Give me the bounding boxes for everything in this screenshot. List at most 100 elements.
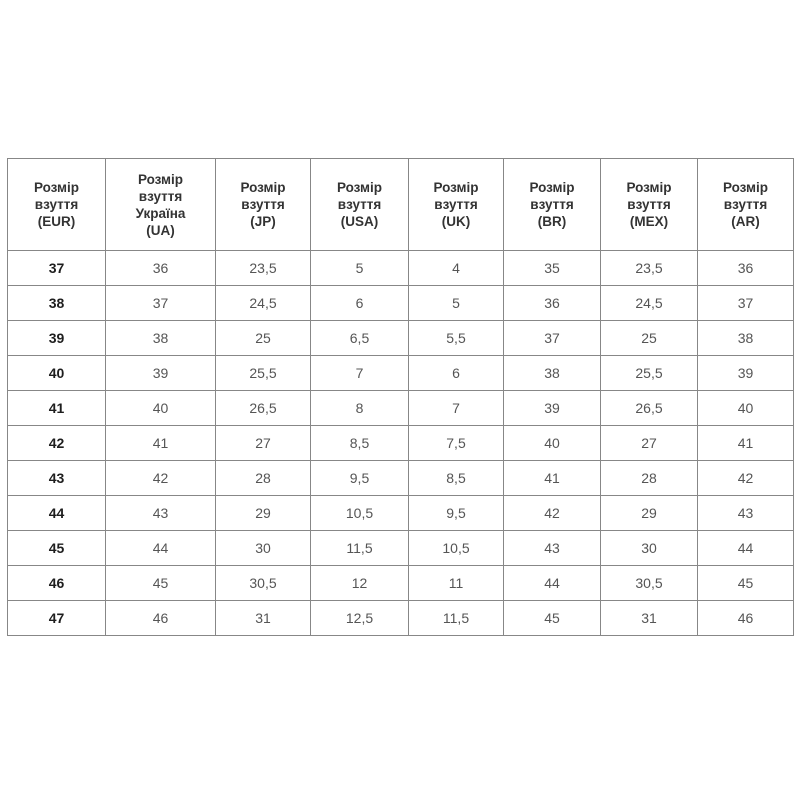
column-header-br: Розмір взуття (BR) — [503, 158, 601, 251]
cell-usa: 6,5 — [310, 320, 409, 356]
column-header-ua: Розмір взуття Україна (UA) — [105, 158, 216, 251]
cell-br: 37 — [503, 320, 601, 356]
table-row: 44 43 29 10,5 9,5 42 29 43 — [7, 495, 794, 531]
cell-jp: 25 — [215, 320, 311, 356]
column-header-ar: Розмір взуття (AR) — [697, 158, 794, 251]
cell-jp: 30 — [215, 530, 311, 566]
table-row: 43 42 28 9,5 8,5 41 28 42 — [7, 460, 794, 496]
cell-jp: 25,5 — [215, 355, 311, 391]
cell-ua: 43 — [105, 495, 216, 531]
cell-br: 39 — [503, 390, 601, 426]
column-header-jp: Розмір взуття (JP) — [215, 158, 311, 251]
cell-usa: 10,5 — [310, 495, 409, 531]
table-row: 47 46 31 12,5 11,5 45 31 46 — [7, 600, 794, 636]
cell-mex: 23,5 — [600, 250, 698, 286]
cell-usa: 12,5 — [310, 600, 409, 636]
cell-uk: 6 — [408, 355, 504, 391]
cell-usa: 12 — [310, 565, 409, 601]
cell-usa: 8,5 — [310, 425, 409, 461]
cell-mex: 27 — [600, 425, 698, 461]
cell-eur: 46 — [7, 565, 106, 601]
cell-ua: 40 — [105, 390, 216, 426]
cell-ua: 41 — [105, 425, 216, 461]
cell-br: 36 — [503, 285, 601, 321]
shoe-size-conversion-table: Розмір взуття (EUR) Розмір взуття Україн… — [7, 158, 794, 636]
cell-uk: 5,5 — [408, 320, 504, 356]
cell-uk: 5 — [408, 285, 504, 321]
cell-uk: 9,5 — [408, 495, 504, 531]
cell-uk: 10,5 — [408, 530, 504, 566]
table-row: 40 39 25,5 7 6 38 25,5 39 — [7, 355, 794, 391]
cell-jp: 27 — [215, 425, 311, 461]
cell-usa: 9,5 — [310, 460, 409, 496]
cell-jp: 24,5 — [215, 285, 311, 321]
cell-br: 35 — [503, 250, 601, 286]
cell-ar: 39 — [697, 355, 794, 391]
table-row: 41 40 26,5 8 7 39 26,5 40 — [7, 390, 794, 426]
cell-ua: 44 — [105, 530, 216, 566]
cell-mex: 25,5 — [600, 355, 698, 391]
cell-ua: 37 — [105, 285, 216, 321]
cell-uk: 11 — [408, 565, 504, 601]
cell-ar: 44 — [697, 530, 794, 566]
cell-mex: 29 — [600, 495, 698, 531]
cell-mex: 30 — [600, 530, 698, 566]
column-header-usa: Розмір взуття (USA) — [310, 158, 409, 251]
cell-eur: 40 — [7, 355, 106, 391]
cell-eur: 41 — [7, 390, 106, 426]
table-row: 42 41 27 8,5 7,5 40 27 41 — [7, 425, 794, 461]
cell-ar: 45 — [697, 565, 794, 601]
column-header-eur: Розмір взуття (EUR) — [7, 158, 106, 251]
cell-eur: 38 — [7, 285, 106, 321]
cell-usa: 8 — [310, 390, 409, 426]
cell-usa: 5 — [310, 250, 409, 286]
cell-uk: 7 — [408, 390, 504, 426]
column-header-mex: Розмір взуття (MEX) — [600, 158, 698, 251]
cell-ar: 41 — [697, 425, 794, 461]
cell-eur: 39 — [7, 320, 106, 356]
cell-eur: 43 — [7, 460, 106, 496]
cell-ar: 42 — [697, 460, 794, 496]
cell-eur: 45 — [7, 530, 106, 566]
cell-ar: 43 — [697, 495, 794, 531]
cell-mex: 30,5 — [600, 565, 698, 601]
cell-usa: 11,5 — [310, 530, 409, 566]
cell-jp: 30,5 — [215, 565, 311, 601]
cell-br: 41 — [503, 460, 601, 496]
cell-ua: 38 — [105, 320, 216, 356]
cell-br: 38 — [503, 355, 601, 391]
cell-jp: 29 — [215, 495, 311, 531]
cell-jp: 28 — [215, 460, 311, 496]
cell-br: 42 — [503, 495, 601, 531]
cell-ar: 46 — [697, 600, 794, 636]
cell-br: 44 — [503, 565, 601, 601]
cell-jp: 26,5 — [215, 390, 311, 426]
cell-uk: 4 — [408, 250, 504, 286]
cell-ar: 37 — [697, 285, 794, 321]
cell-br: 45 — [503, 600, 601, 636]
cell-mex: 26,5 — [600, 390, 698, 426]
cell-jp: 31 — [215, 600, 311, 636]
cell-ua: 36 — [105, 250, 216, 286]
cell-mex: 24,5 — [600, 285, 698, 321]
cell-jp: 23,5 — [215, 250, 311, 286]
table-row: 46 45 30,5 12 11 44 30,5 45 — [7, 565, 794, 601]
cell-mex: 31 — [600, 600, 698, 636]
cell-ar: 40 — [697, 390, 794, 426]
cell-ua: 39 — [105, 355, 216, 391]
cell-br: 43 — [503, 530, 601, 566]
cell-uk: 7,5 — [408, 425, 504, 461]
cell-mex: 28 — [600, 460, 698, 496]
cell-eur: 42 — [7, 425, 106, 461]
cell-ua: 42 — [105, 460, 216, 496]
cell-uk: 11,5 — [408, 600, 504, 636]
table-row: 38 37 24,5 6 5 36 24,5 37 — [7, 285, 794, 321]
column-header-uk: Розмір взуття (UK) — [408, 158, 504, 251]
cell-eur: 44 — [7, 495, 106, 531]
table-row: 39 38 25 6,5 5,5 37 25 38 — [7, 320, 794, 356]
header-row: Розмір взуття (EUR) Розмір взуття Україн… — [7, 158, 794, 251]
cell-eur: 37 — [7, 250, 106, 286]
cell-uk: 8,5 — [408, 460, 504, 496]
cell-usa: 6 — [310, 285, 409, 321]
